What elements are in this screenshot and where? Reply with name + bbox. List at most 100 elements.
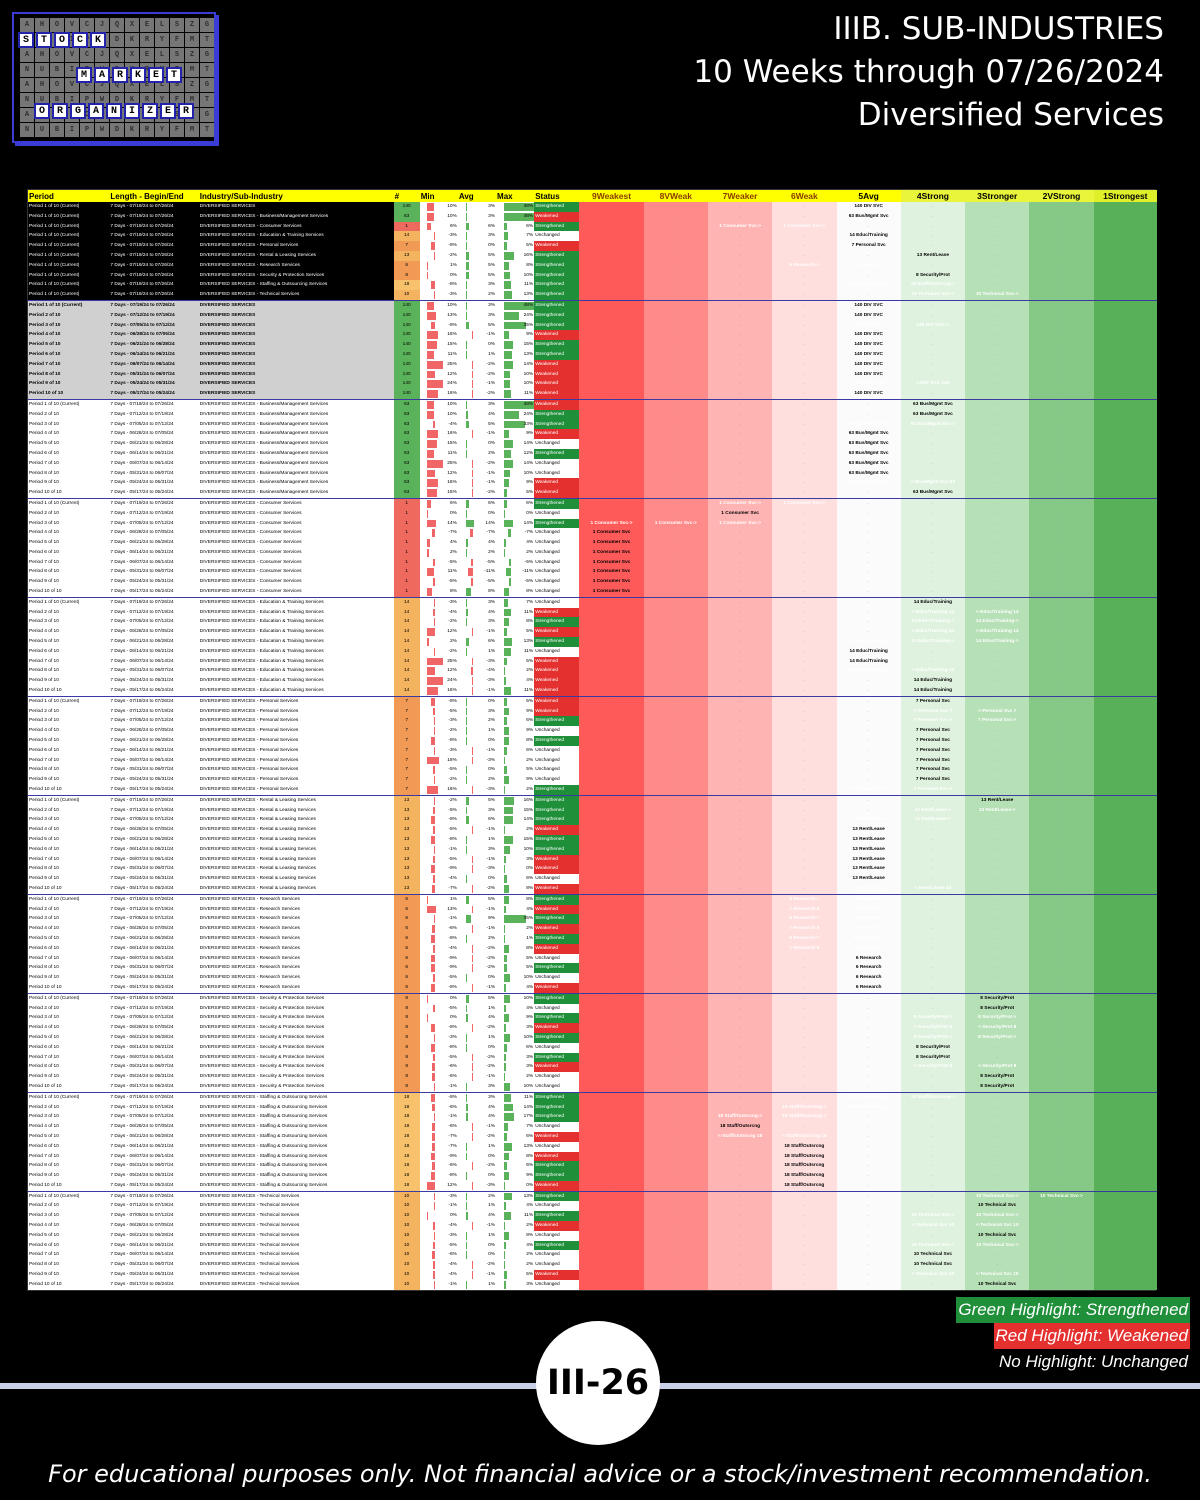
value-bar [503, 331, 510, 340]
min-cell: 15% [420, 488, 458, 498]
period-cell: Period 8 of 10 [29, 470, 59, 476]
zone-placeholder: . [932, 540, 934, 546]
zone-placeholder: . [610, 639, 613, 645]
min-cell: -1% [420, 1112, 458, 1122]
avg-cell: 3% [457, 299, 497, 311]
value-text: -3% [486, 787, 496, 793]
zone-placeholder: . [739, 1242, 741, 1248]
avg-cell: 1% [458, 726, 496, 736]
value-text: -2% [448, 648, 457, 654]
length-cell: 7 Days - 06/14/24 to 06/21/24 [110, 747, 174, 753]
zone-cell: . [1029, 785, 1094, 796]
zone-cell: . [836, 1013, 901, 1024]
min-cell: 16% [420, 429, 458, 439]
status-cell: Strengthened [534, 933, 580, 944]
value-bar [465, 588, 471, 596]
status-cell: Strengthened [534, 835, 580, 845]
value-text: 2% [488, 292, 496, 298]
zone-placeholder: . [610, 975, 613, 981]
value-text: 13% [523, 1143, 534, 1149]
count-cell: 14 [393, 617, 420, 628]
table-header-row: Period Length - Begin/End Industry/Sub-Ind… [28, 190, 1157, 202]
zone-cell: . [707, 567, 773, 578]
zone-cell: 10 Technical Svc [965, 1230, 1030, 1241]
count-cell: 14 [393, 231, 420, 242]
column-header: Avg [457, 190, 497, 202]
zone-cell: . [772, 270, 837, 281]
zone-placeholder: . [867, 1005, 870, 1011]
min-cell: -7% [420, 528, 458, 538]
zone-cell: 13 Rent/Lease [965, 794, 1030, 806]
value-bar [465, 281, 468, 290]
zone-placeholder: . [932, 995, 934, 1001]
zone-cell: . [900, 557, 966, 568]
zone-placeholder: . [803, 589, 806, 595]
zone-placeholder: . [996, 1252, 998, 1258]
logo-letter: A [88, 103, 104, 119]
status-cell: Unchanged [535, 540, 560, 546]
industry-cell: DIVERSIFIED SERVICES - Rental & Leasing … [199, 807, 316, 813]
zone-placeholder: . [803, 965, 806, 971]
zone-cell: . [900, 1131, 966, 1142]
min-cell: -7% [420, 1132, 458, 1142]
zone-placeholder: . [610, 609, 613, 615]
industry-cell: DIVERSIFIED SERVICES [198, 389, 394, 400]
length-cell: 7 Days - 07/19/24 to 07/26/24 [109, 280, 199, 291]
column-header: 8VWeak [643, 190, 708, 202]
max-cell: 10% [496, 1033, 534, 1043]
max-cell: 15% [496, 806, 534, 816]
value-text: 3% [488, 302, 496, 308]
max-cell: 4% [496, 676, 534, 686]
value-bar [503, 251, 514, 260]
length-cell: 7 Days - 07/12/24 to 07/19/24 [110, 906, 174, 912]
zone-cell: . [900, 448, 966, 459]
zone-cell: . [900, 508, 966, 519]
zone-cell: . [1029, 1211, 1094, 1222]
value-bar [503, 974, 511, 982]
count-cell: 14 [393, 666, 420, 677]
count-cell: 63 [393, 458, 420, 469]
zone-placeholder: . [932, 351, 934, 357]
value-text: 1% [449, 896, 457, 902]
value-bar [427, 261, 429, 270]
value-bar [427, 568, 435, 577]
zone-cell: . [579, 1201, 644, 1212]
value-bar [427, 212, 434, 221]
zone-placeholder: . [610, 1064, 613, 1070]
zone-placeholder: . [739, 639, 741, 645]
value-bar [472, 479, 474, 488]
period-cell: Period 9 of 10 [29, 1173, 59, 1179]
zone-cell: . [707, 280, 773, 291]
logo-grid-cell: A [20, 78, 34, 92]
period-cell: Period 1 of 10 (Current) [28, 211, 110, 222]
zone-placeholder: . [996, 1044, 998, 1050]
max-cell: 7% [496, 1122, 534, 1132]
industry-cell: DIVERSIFIED SERVICES - Education & Train… [198, 231, 394, 242]
zone-placeholder: . [1124, 609, 1126, 615]
zone-cell: . [643, 785, 708, 796]
zone-placeholder: . [1060, 1281, 1063, 1287]
zone-cell: . [772, 963, 837, 974]
zone-placeholder: . [996, 204, 998, 209]
value-bar [503, 905, 507, 914]
zone-placeholder: . [739, 204, 741, 209]
value-text: 3% [488, 846, 496, 852]
value-bar [503, 1172, 510, 1180]
period-cell: Period 2 of 10 [29, 510, 59, 516]
avg-cell: 5% [458, 321, 496, 331]
zone-cell: . [579, 904, 644, 915]
max-cell: 10% [496, 370, 534, 380]
zone-placeholder: . [1060, 361, 1063, 367]
zone-placeholder: . [996, 1094, 998, 1100]
zone-cell: 10 Technical Svc [965, 1201, 1030, 1212]
value-text: -2% [448, 252, 457, 258]
avg-cell: 3% [458, 806, 496, 816]
zone-cell: . [707, 736, 773, 746]
zone-cell: . [772, 478, 837, 489]
zone-cell: . [772, 825, 837, 835]
logo-grid-cell: A [20, 18, 34, 32]
zone-placeholder: . [867, 252, 870, 258]
zone-placeholder: . [932, 1114, 934, 1120]
zone-cell: . [900, 933, 966, 944]
table-row: Period 1 of 10 (Current) 7 Days - 07/19/2… [28, 202, 1157, 212]
